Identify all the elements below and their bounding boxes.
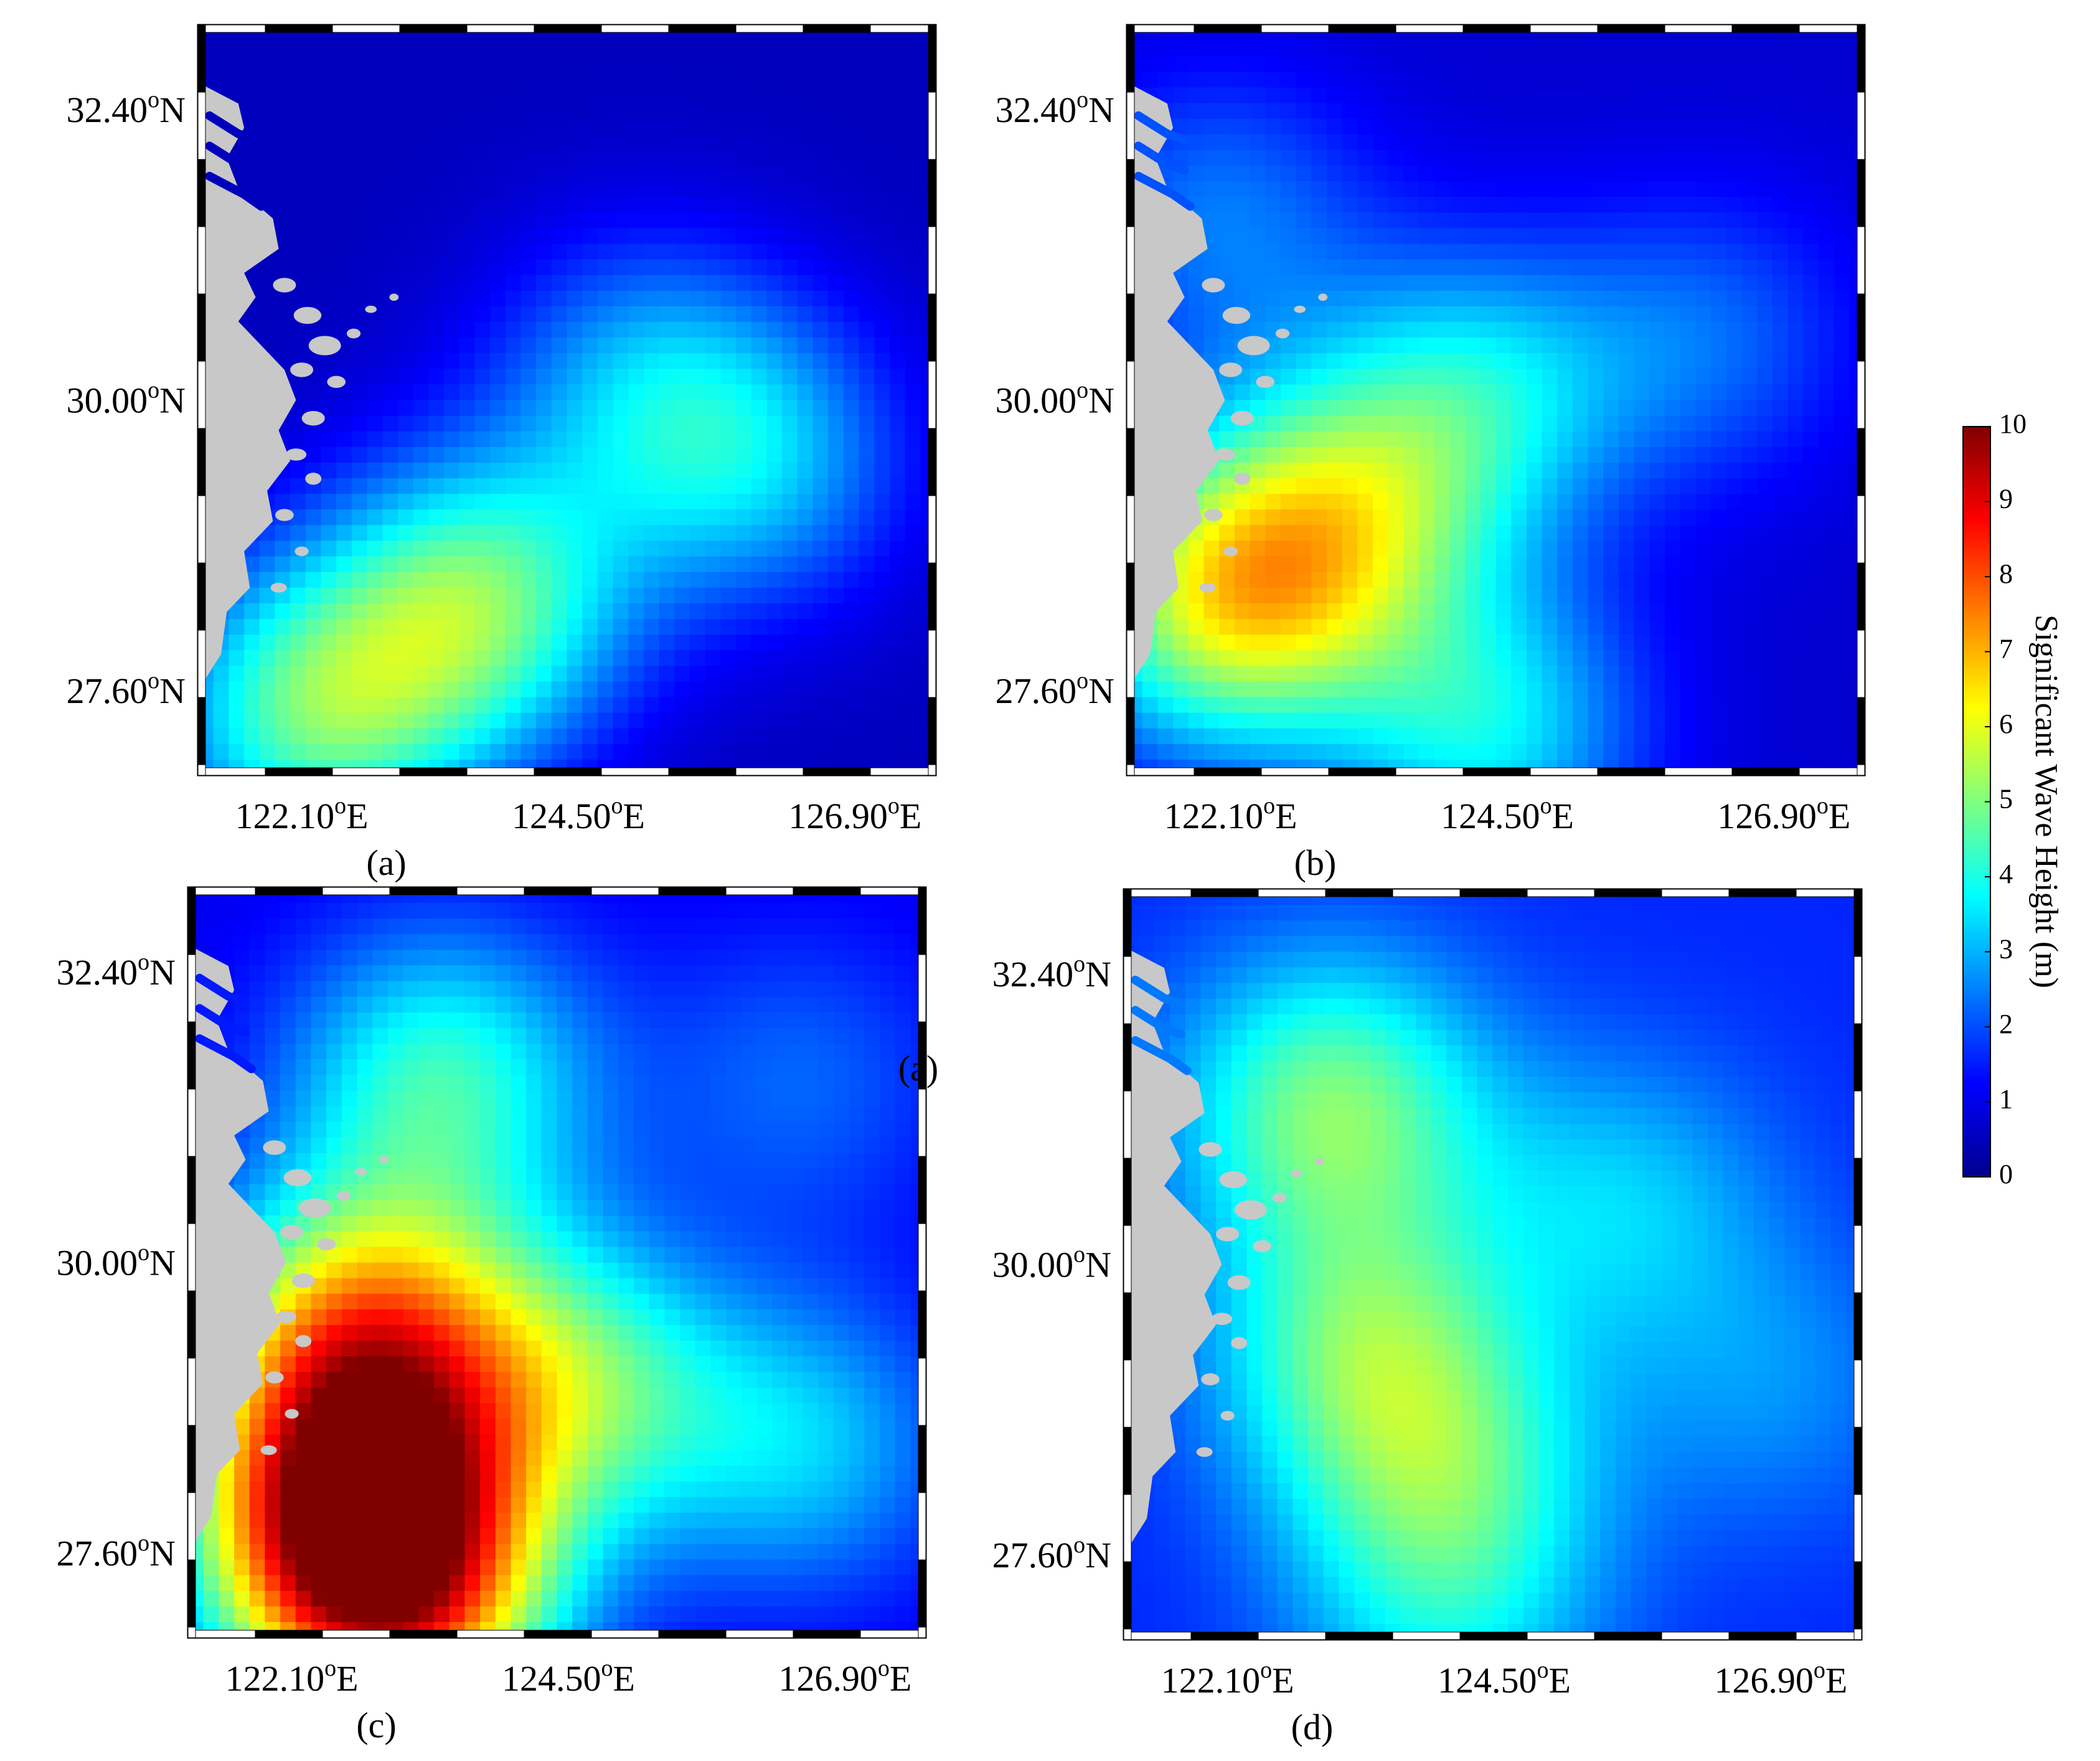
panel-c: 122.10oE 124.50oE 126.90oE 32.40oN 30.00oN 27… bbox=[57, 886, 938, 1745]
colorbar: 0 1 2 3 4 5 6 7 8 9 10 Significant Wave Height (m) bbox=[1962, 408, 2064, 1189]
stray-panel-label: (a) bbox=[898, 1048, 938, 1088]
panel-a: 122.10oE 124.50oE 126.90oE 32.40oN 30.00oN 27… bbox=[67, 24, 937, 883]
x-tick-label: 122.10oE bbox=[235, 793, 369, 836]
map-border-graticule bbox=[187, 887, 926, 1638]
land-mask bbox=[1127, 25, 1328, 691]
x-tick-label: 126.90oE bbox=[1717, 793, 1850, 836]
panel-d: 122.10oE 124.50oE 126.90oE 32.40oN 30.00oN 27… bbox=[992, 888, 1863, 1747]
y-tick-label: 30.00oN bbox=[996, 377, 1114, 421]
colorbar-tick-label: 3 bbox=[1999, 934, 2013, 965]
y-tick-label: 27.60oN bbox=[57, 1530, 176, 1574]
y-tick-label: 32.40oN bbox=[992, 951, 1111, 994]
panel-label: (b) bbox=[1294, 843, 1337, 883]
panel-label: (d) bbox=[1291, 1707, 1334, 1747]
colorbar-tick-label: 0 bbox=[1999, 1159, 2013, 1189]
x-tick-label: 126.90oE bbox=[1714, 1657, 1847, 1701]
y-tick-label: 27.60oN bbox=[992, 1532, 1111, 1575]
x-tick-label: 126.90oE bbox=[778, 1655, 911, 1699]
map-panels: 122.10oE 124.50oE 126.90oE 32.40oN 30.00oN 27… bbox=[57, 24, 1866, 1747]
wave-height-field bbox=[1127, 25, 1865, 775]
y-tick-label: 30.00oN bbox=[57, 1240, 176, 1283]
y-tick-label: 32.40oN bbox=[57, 949, 176, 993]
y-tick-label: 27.60oN bbox=[996, 668, 1114, 711]
colorbar-ticks: 0 1 2 3 4 5 6 7 8 9 10 bbox=[1985, 408, 2027, 1189]
map-border-graticule bbox=[1126, 24, 1865, 776]
y-tick-label: 32.40oN bbox=[996, 87, 1114, 130]
y-tick-label: 32.40oN bbox=[67, 87, 186, 130]
colorbar-tick-label: 5 bbox=[1999, 784, 2013, 814]
colorbar-tick-label: 10 bbox=[1999, 408, 2027, 439]
wave-height-field bbox=[198, 25, 936, 775]
colorbar-tick-label: 2 bbox=[1999, 1009, 2013, 1039]
map-border-graticule bbox=[1123, 889, 1862, 1640]
panel-b: 122.10oE 124.50oE 126.90oE 32.40oN 30.00oN 27… bbox=[996, 24, 1866, 883]
colorbar-tick-label: 8 bbox=[1999, 559, 2013, 589]
x-tick-label: 124.50oE bbox=[512, 793, 645, 836]
x-tick-label: 124.50oE bbox=[1441, 793, 1574, 836]
x-tick-label: 124.50oE bbox=[1438, 1657, 1571, 1701]
x-tick-label: 124.50oE bbox=[502, 1655, 635, 1699]
panel-label: (c) bbox=[356, 1705, 396, 1745]
colorbar-tick-label: 9 bbox=[1999, 484, 2013, 514]
colorbar-tick-label: 1 bbox=[1999, 1084, 2013, 1115]
wave-height-field bbox=[1124, 889, 1862, 1640]
y-tick-label: 30.00oN bbox=[992, 1242, 1111, 1285]
colorbar-tick-label: 4 bbox=[1999, 859, 2013, 889]
land-mask bbox=[198, 25, 399, 691]
colorbar-tick-label: 6 bbox=[1999, 709, 2013, 739]
map-border-graticule bbox=[197, 24, 936, 776]
land-mask bbox=[188, 887, 389, 1553]
x-tick-label: 126.90oE bbox=[788, 793, 921, 836]
colorbar-tick-label: 7 bbox=[1999, 634, 2013, 664]
x-tick-label: 122.10oE bbox=[225, 1655, 359, 1699]
x-tick-label: 122.10oE bbox=[1164, 793, 1297, 836]
wave-height-field bbox=[188, 887, 926, 1638]
y-tick-label: 30.00oN bbox=[67, 377, 186, 421]
x-tick-label: 122.10oE bbox=[1161, 1657, 1294, 1701]
y-tick-label: 27.60oN bbox=[67, 668, 186, 711]
colorbar-title: Significant Wave Height (m) bbox=[2028, 615, 2064, 988]
panel-label: (a) bbox=[366, 843, 406, 883]
land-mask bbox=[1124, 889, 1325, 1555]
